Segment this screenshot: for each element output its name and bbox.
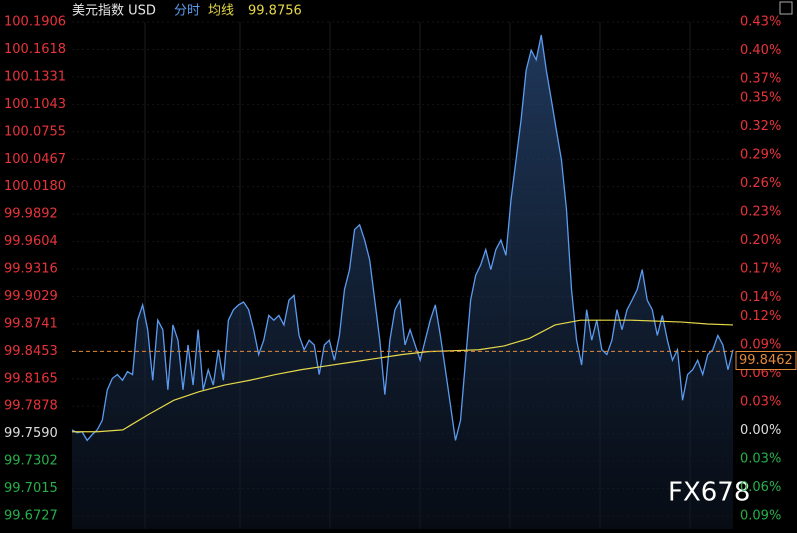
y2-tick-label: 0.09% — [740, 338, 781, 353]
price-line — [71, 34, 734, 442]
y-tick-label: 100.0180 — [4, 179, 66, 194]
y2-tick-label: 0.20% — [740, 233, 781, 248]
last-price-box — [735, 351, 797, 371]
y2-tick-label: 0.29% — [740, 148, 781, 163]
y2-tick-label: 0.06% — [740, 480, 781, 495]
y-tick-label: 100.0755 — [4, 124, 66, 139]
y2-tick-label: 0.09% — [740, 509, 781, 524]
y2-tick-label: 0.00% — [740, 423, 781, 438]
y-tick-label: 99.7590 — [4, 426, 58, 441]
y-tick-label: 99.8165 — [4, 371, 58, 386]
y-tick-label: 99.7878 — [4, 399, 58, 414]
plot — [71, 21, 734, 530]
y-tick-label: 99.9604 — [4, 234, 58, 249]
legend-entry: 均线 — [208, 4, 234, 19]
y2-tick-label: 0.26% — [740, 176, 781, 191]
y-tick-label: 99.9316 — [4, 262, 58, 277]
y2-tick-label: 0.12% — [740, 309, 781, 324]
y-tick-label: 100.0467 — [4, 152, 66, 167]
area-fill — [72, 34, 733, 530]
y2-tick-label: 0.23% — [740, 205, 781, 220]
y2-tick-label: 0.17% — [740, 262, 781, 277]
y-tick-label: 100.1331 — [4, 69, 66, 84]
y2-tick-label: 0.03% — [740, 452, 781, 467]
y-tick-label: 99.9892 — [4, 207, 58, 222]
last-price-label: 99.8462 — [739, 353, 793, 368]
y-tick-label: 99.7015 — [4, 481, 58, 496]
legend-entry: 分时 — [174, 4, 200, 19]
y-tick-label: 99.8453 — [4, 344, 58, 359]
y-tick-label: 99.7302 — [4, 454, 58, 469]
y2-tick-label: 0.32% — [740, 119, 781, 134]
y-tick-label: 99.9029 — [4, 289, 58, 304]
average-value: 99.8756 — [248, 4, 302, 19]
y2-tick-label: 0.40% — [740, 43, 781, 58]
y-tick-label: 100.1906 — [4, 15, 66, 30]
y-tick-label: 99.6727 — [4, 509, 58, 524]
y2-tick-label: 0.35% — [740, 91, 781, 106]
y2-tick-label: 0.03% — [740, 395, 781, 410]
export-icon[interactable] — [779, 1, 793, 15]
y-tick-label: 100.1043 — [4, 97, 66, 112]
y-tick-label: 100.1618 — [4, 42, 66, 57]
y2-tick-label: 0.43% — [740, 15, 781, 30]
y2-tick-label: 0.37% — [740, 72, 781, 87]
watermark: FX678 — [668, 478, 750, 508]
average-line — [72, 319, 734, 433]
y-tick-label: 99.8741 — [4, 316, 58, 331]
chart-title: 美元指数 USD — [72, 4, 156, 19]
y2-tick-label: 0.14% — [740, 290, 781, 305]
